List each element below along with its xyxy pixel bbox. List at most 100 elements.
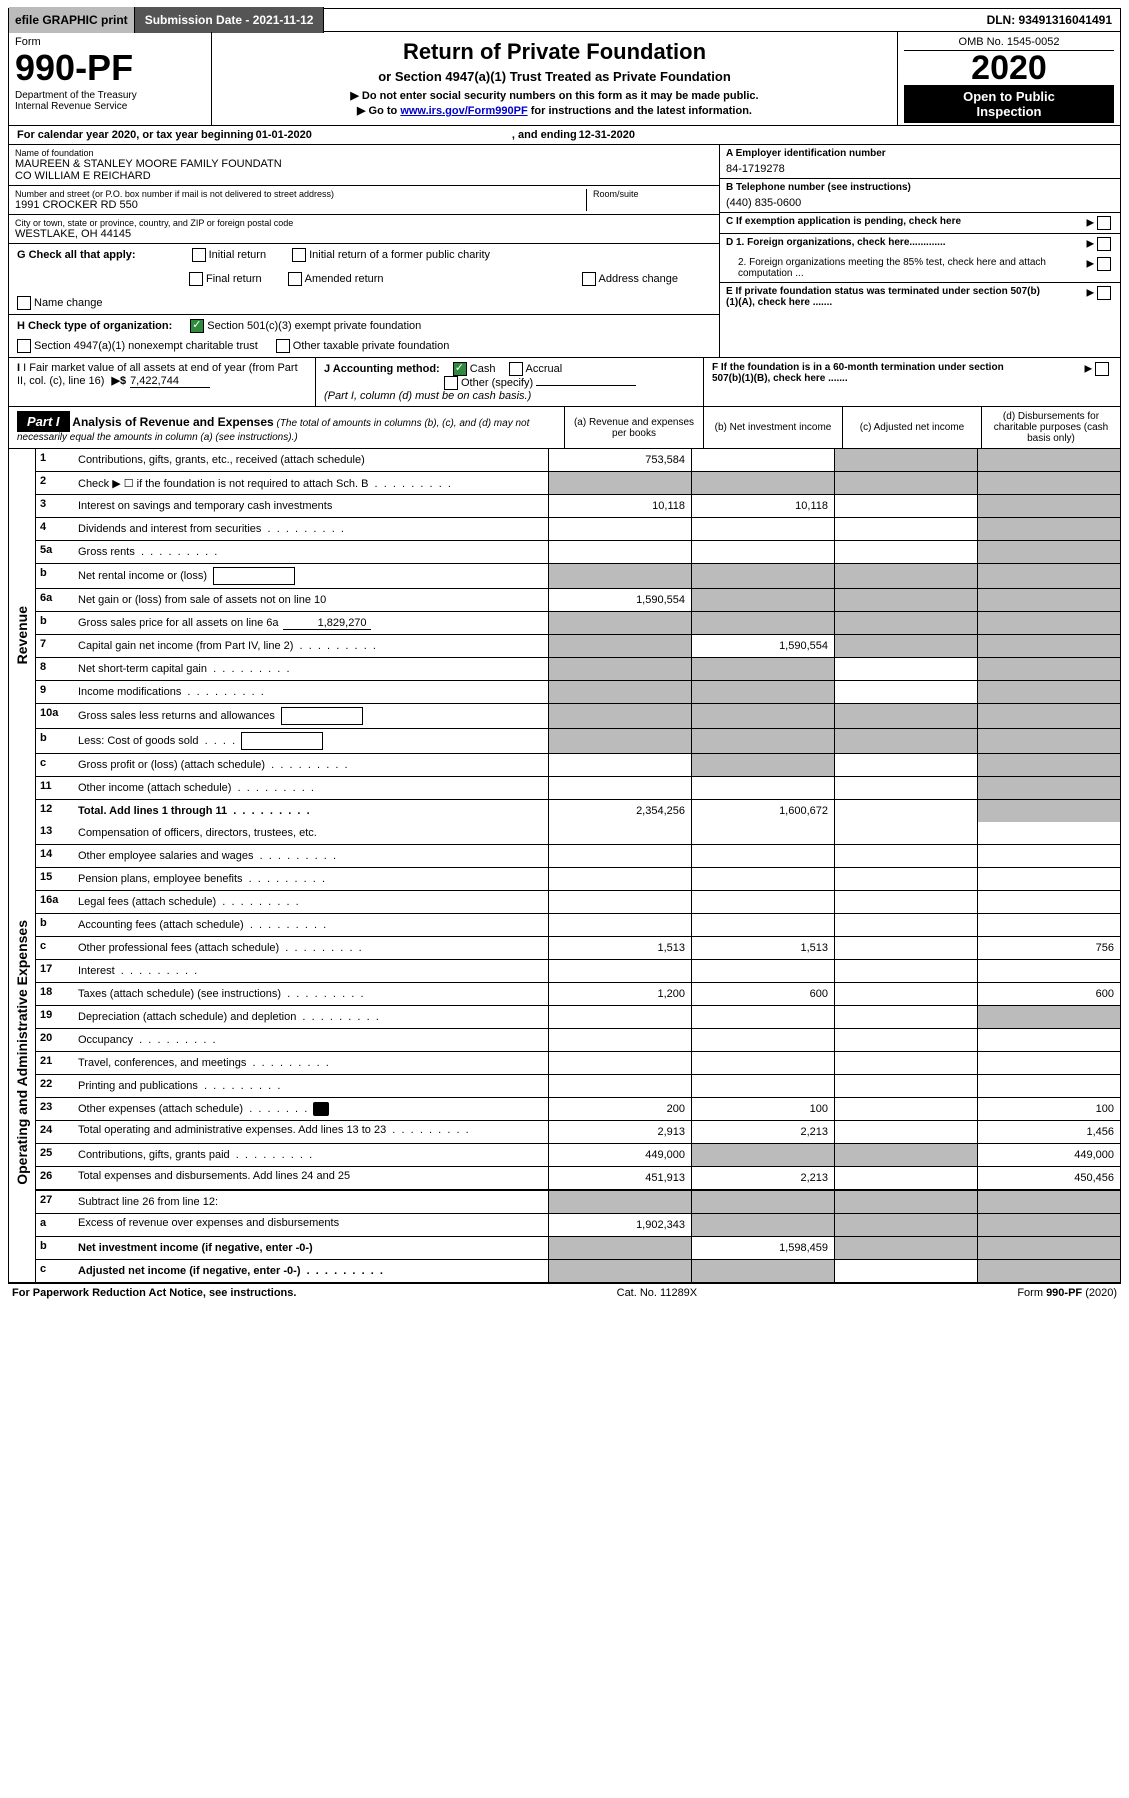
chk-other-taxable[interactable] [276, 339, 290, 353]
line-number: b [36, 564, 74, 588]
table-row: 21Travel, conferences, and meetings . . … [36, 1052, 1120, 1075]
value-cell [977, 1052, 1120, 1074]
i-val: 7,422,744 [130, 375, 210, 388]
line-number: 15 [36, 868, 74, 890]
f-cell: F If the foundation is in a 60-month ter… [704, 358, 1120, 406]
j-cell: J Accounting method: Cash Accrual Other … [316, 358, 704, 406]
value-cell: 449,000 [548, 1144, 691, 1166]
value-cell [834, 1029, 977, 1051]
value-cell [977, 845, 1120, 867]
table-row: cOther professional fees (attach schedul… [36, 937, 1120, 960]
g-opt-2: Final return [206, 273, 262, 285]
chk-other-method[interactable] [444, 376, 458, 390]
value-cell: 1,598,459 [691, 1237, 834, 1259]
efile-badge[interactable]: efile GRAPHIC print [9, 7, 135, 33]
name-label: Name of foundation [15, 148, 713, 158]
line-number: b [36, 914, 74, 936]
a-label: A Employer identification number [726, 148, 1114, 159]
line-number: 24 [36, 1121, 74, 1143]
table-row: 25Contributions, gifts, grants paid . . … [36, 1144, 1120, 1167]
chk-4947a1[interactable] [17, 339, 31, 353]
chk-address-change[interactable] [582, 272, 596, 286]
table-row: 20Occupancy . . . . . . . . . [36, 1029, 1120, 1052]
chk-final-return[interactable] [189, 272, 203, 286]
table-row: 17Interest . . . . . . . . . [36, 960, 1120, 983]
value-cell [834, 564, 977, 588]
chk-cash[interactable] [453, 362, 467, 376]
irs-link[interactable]: www.irs.gov/Form990PF [400, 105, 527, 117]
attachment-icon[interactable] [313, 1102, 329, 1116]
value-cell [977, 635, 1120, 657]
line-number: b [36, 612, 74, 634]
d2-label: 2. Foreign organizations meeting the 85%… [726, 257, 1058, 279]
line-number: 23 [36, 1098, 74, 1120]
entity-left: Name of foundation MAUREEN & STANLEY MOO… [9, 145, 719, 357]
line-number: 6a [36, 589, 74, 611]
value-cell [834, 704, 977, 728]
cal-begin: 01-01-2020 [256, 129, 312, 141]
table-row: 16aLegal fees (attach schedule) . . . . … [36, 891, 1120, 914]
addr-label: Number and street (or P.O. box number if… [15, 189, 586, 199]
line-desc: Taxes (attach schedule) (see instruction… [74, 983, 548, 1005]
part-1-label: Part I [17, 411, 70, 432]
chk-initial-return[interactable] [192, 248, 206, 262]
name-line1: MAUREEN & STANLEY MOORE FAMILY FOUNDATN [15, 158, 713, 170]
chk-f[interactable] [1095, 362, 1109, 376]
value-cell [977, 518, 1120, 540]
chk-c[interactable] [1097, 216, 1111, 230]
cal-pre: For calendar year 2020, or tax year begi… [17, 129, 254, 141]
value-cell [834, 754, 977, 776]
chk-initial-former[interactable] [292, 248, 306, 262]
chk-name-change[interactable] [17, 296, 31, 310]
value-cell: 2,213 [691, 1167, 834, 1189]
j-label: J Accounting method: [324, 363, 440, 375]
chk-501c3[interactable] [190, 319, 204, 333]
line-desc: Gross rents . . . . . . . . . [74, 541, 548, 563]
table-row: 4Dividends and interest from securities … [36, 518, 1120, 541]
addr-val: 1991 CROCKER RD 550 [15, 199, 586, 211]
value-cell [691, 681, 834, 703]
line-number: 16a [36, 891, 74, 913]
value-cell [548, 845, 691, 867]
entity-right: A Employer identification number 84-1719… [719, 145, 1120, 357]
value-cell [834, 777, 977, 799]
table-row: 26Total expenses and disbursements. Add … [36, 1167, 1120, 1191]
value-cell [691, 564, 834, 588]
chk-d2[interactable] [1097, 257, 1111, 271]
line-desc: Other expenses (attach schedule) . . . .… [74, 1098, 548, 1120]
table-row: 13Compensation of officers, directors, t… [36, 822, 1120, 845]
value-cell [834, 729, 977, 753]
value-cell [834, 635, 977, 657]
instruction-1: ▶ Do not enter social security numbers o… [218, 89, 891, 102]
chk-amended[interactable] [288, 272, 302, 286]
chk-d1[interactable] [1097, 237, 1111, 251]
line-number: 4 [36, 518, 74, 540]
col-d-head: (d) Disbursements for charitable purpose… [981, 407, 1120, 448]
value-cell [691, 518, 834, 540]
table-row: 19Depreciation (attach schedule) and dep… [36, 1006, 1120, 1029]
chk-accrual[interactable] [509, 362, 523, 376]
value-cell [834, 541, 977, 563]
value-cell [548, 704, 691, 728]
line-number: c [36, 754, 74, 776]
line-number: 13 [36, 822, 74, 844]
form-header-left: Form 990-PF Department of the Treasury I… [9, 32, 212, 125]
line-desc: Other income (attach schedule) . . . . .… [74, 777, 548, 799]
line-desc: Printing and publications . . . . . . . … [74, 1075, 548, 1097]
value-cell [691, 754, 834, 776]
line-number: 20 [36, 1029, 74, 1051]
table-row: 18Taxes (attach schedule) (see instructi… [36, 983, 1120, 1006]
form-number: 990-PF [15, 50, 205, 86]
value-cell [548, 822, 691, 844]
value-cell: 449,000 [977, 1144, 1120, 1166]
part-1-header: Part I Analysis of Revenue and Expenses … [8, 407, 1121, 449]
j-note: (Part I, column (d) must be on cash basi… [324, 390, 531, 402]
table-row: bAccounting fees (attach schedule) . . .… [36, 914, 1120, 937]
chk-e[interactable] [1097, 286, 1111, 300]
value-cell [691, 612, 834, 634]
value-cell [548, 564, 691, 588]
value-cell [548, 1237, 691, 1259]
line-number: 1 [36, 449, 74, 471]
table-row: 1Contributions, gifts, grants, etc., rec… [36, 449, 1120, 472]
instr2-pre: ▶ Go to [357, 105, 400, 117]
